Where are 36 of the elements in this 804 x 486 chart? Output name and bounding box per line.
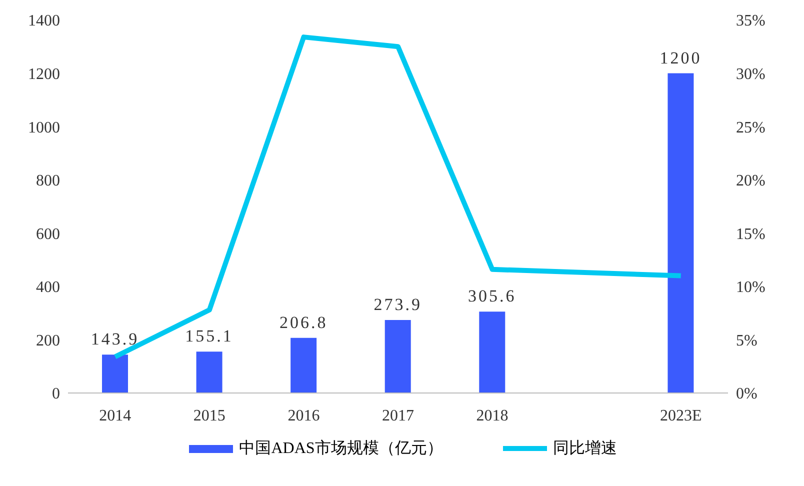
legend-label: 同比增速 [552, 438, 617, 459]
x-tick-label: 2023E [660, 407, 702, 424]
data-label: 305.6 [468, 286, 516, 306]
bar [290, 338, 317, 393]
bar [479, 312, 506, 393]
y-tick-label: 0 [52, 386, 60, 403]
y2-tick-label: 25% [736, 119, 766, 136]
y2-tick-label: 35% [736, 12, 766, 30]
x-tick-label: 2017 [382, 407, 414, 424]
bar [102, 354, 128, 393]
y-tick-label: 1000 [28, 119, 60, 136]
data-label: 143.9 [90, 330, 140, 349]
bar [384, 320, 411, 393]
y-tick-label: 1400 [28, 12, 60, 30]
y2-tick-label: 20% [736, 172, 766, 190]
y-tick-label: 400 [36, 279, 60, 296]
y2-tick-label: 10% [736, 279, 766, 296]
y2-tick-label: 30% [736, 66, 766, 83]
data-label: 273.9 [374, 295, 422, 314]
data-label: 1200 [660, 48, 702, 68]
x-tick-label: 2014 [99, 407, 132, 424]
y2-tick-label: 0% [736, 386, 758, 403]
legend-label: 中国ADAS市场规模（亿元） [239, 438, 443, 459]
y2-tick-label: 5% [736, 332, 758, 350]
data-label: 206.8 [279, 312, 328, 332]
y-tick-label: 800 [36, 172, 60, 190]
bar [668, 73, 694, 393]
x-tick-label: 2016 [288, 407, 320, 424]
x-tick-label: 2015 [193, 407, 226, 424]
x-tick-label: 2018 [476, 407, 508, 424]
bar [196, 352, 222, 393]
y-tick-label: 1200 [28, 66, 60, 83]
data-label: 155.1 [185, 326, 234, 346]
y-tick-label: 600 [36, 226, 60, 243]
y2-tick-label: 15% [736, 226, 766, 243]
y-tick-label: 200 [36, 332, 60, 350]
